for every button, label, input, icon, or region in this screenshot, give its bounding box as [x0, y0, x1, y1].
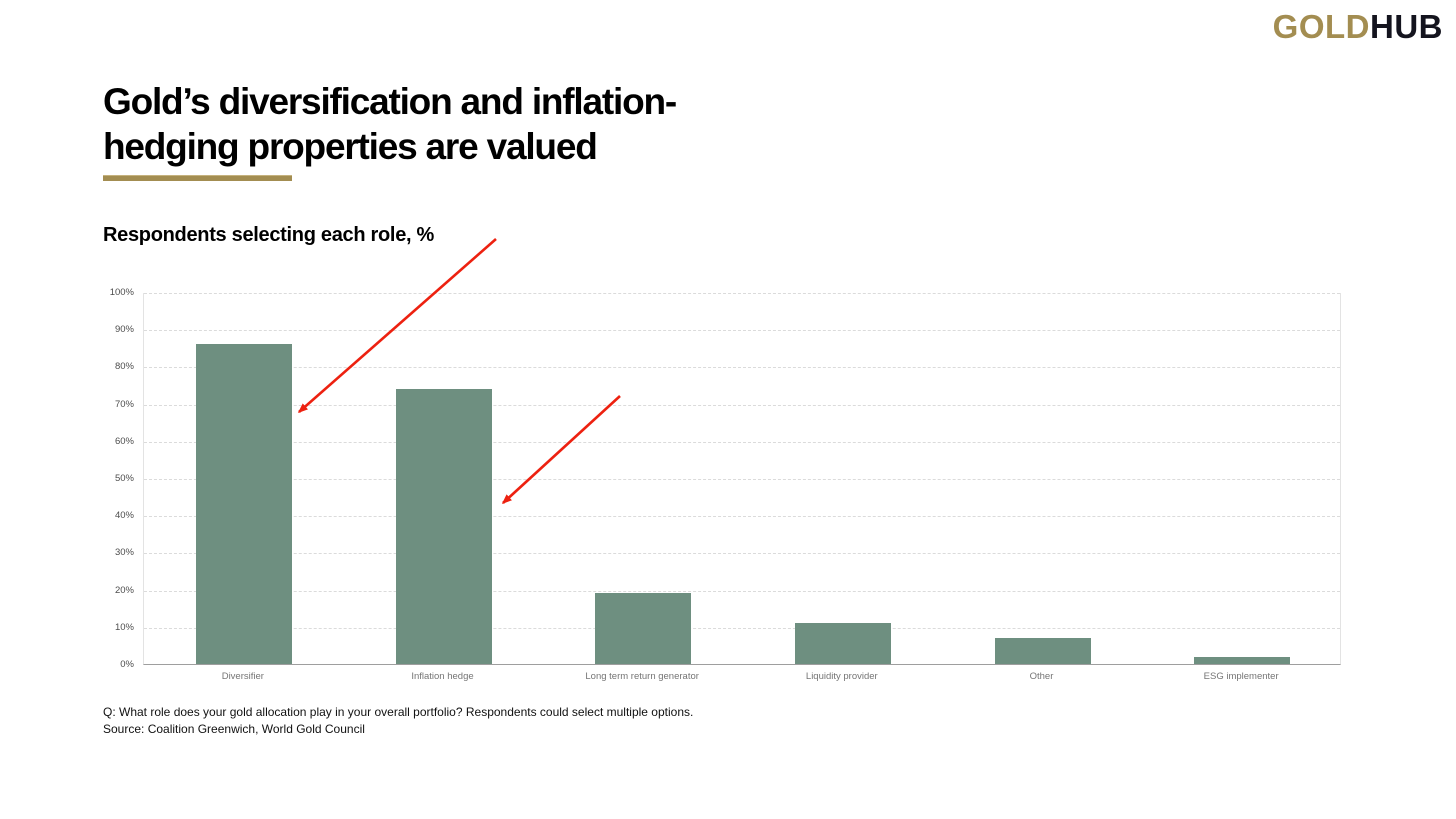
- y-tick-label-20: 20%: [114, 584, 134, 596]
- x-tick-label-long-term-return-generator: Long term return generator: [585, 671, 699, 682]
- bar-inflation-hedge: [395, 388, 492, 664]
- x-tick-label-inflation-hedge: Inflation hedge: [411, 671, 474, 682]
- bar-long-term-return-generator: [595, 593, 692, 664]
- y-tick-label-50: 50%: [114, 473, 134, 484]
- bar-esg-implementer: [1194, 656, 1291, 664]
- x-tick-label-diversifier: Diversifier: [221, 671, 264, 682]
- y-tick-label-10: 10%: [114, 621, 134, 633]
- x-tick-label-liquidity-provider: Liquidity provider: [805, 671, 878, 682]
- footnote-question: Q: What role does your gold allocation p…: [103, 705, 694, 719]
- x-tick-label-other: Other: [1029, 671, 1054, 682]
- gridline-10: [144, 627, 1340, 629]
- page-title-line2: hedging properties are valued: [103, 126, 598, 167]
- y-tick-label-30: 30%: [114, 547, 134, 559]
- gridline-40: [144, 516, 1340, 518]
- bar-chart-plot-area: [143, 293, 1341, 665]
- y-tick-label-90: 90%: [114, 324, 134, 336]
- gridline-50: [144, 479, 1340, 480]
- x-tick-label-esg-implementer: ESG implementer: [1203, 671, 1279, 682]
- gridline-20: [144, 590, 1340, 592]
- y-tick-label-60: 60%: [114, 435, 134, 447]
- page-title: Gold’s diversification and inflation- he…: [103, 79, 677, 169]
- page-title-line1: Gold’s diversification and inflation-: [103, 81, 677, 122]
- y-axis-labels: 0% 10% 20% 30% 40% 50% 60% 70% 80% 90% 100%: [58, 288, 134, 670]
- bar-other: [994, 637, 1091, 664]
- footnote-source: Source: Coalition Greenwich, World Gold …: [103, 722, 365, 736]
- logo-hub-text: HUB: [1370, 8, 1443, 45]
- y-tick-label-0: 0%: [120, 659, 134, 670]
- y-tick-label-80: 80%: [114, 361, 134, 373]
- footnotes: Q: What role does your gold allocation p…: [103, 704, 693, 738]
- gridline-60: [144, 441, 1340, 443]
- logo-gold-text: GOLD: [1272, 8, 1370, 45]
- gridline-80: [144, 367, 1340, 369]
- gridline-70: [144, 404, 1340, 406]
- gridline-90: [144, 330, 1340, 332]
- bar-liquidity-provider: [794, 623, 891, 664]
- x-axis-labels: Diversifier Inflation hedge Long term retu…: [143, 671, 1341, 685]
- y-tick-label-70: 70%: [114, 398, 134, 410]
- bar-diversifier: [195, 344, 292, 664]
- y-tick-label-40: 40%: [114, 510, 134, 522]
- goldhub-logo: GOLDHUB: [1273, 8, 1443, 46]
- title-underline: [103, 175, 292, 181]
- gridline-100: [144, 293, 1340, 294]
- chart-subtitle: Respondents selecting each role, %: [103, 224, 435, 246]
- y-tick-label-100: 100%: [109, 287, 134, 298]
- gridline-30: [144, 553, 1340, 555]
